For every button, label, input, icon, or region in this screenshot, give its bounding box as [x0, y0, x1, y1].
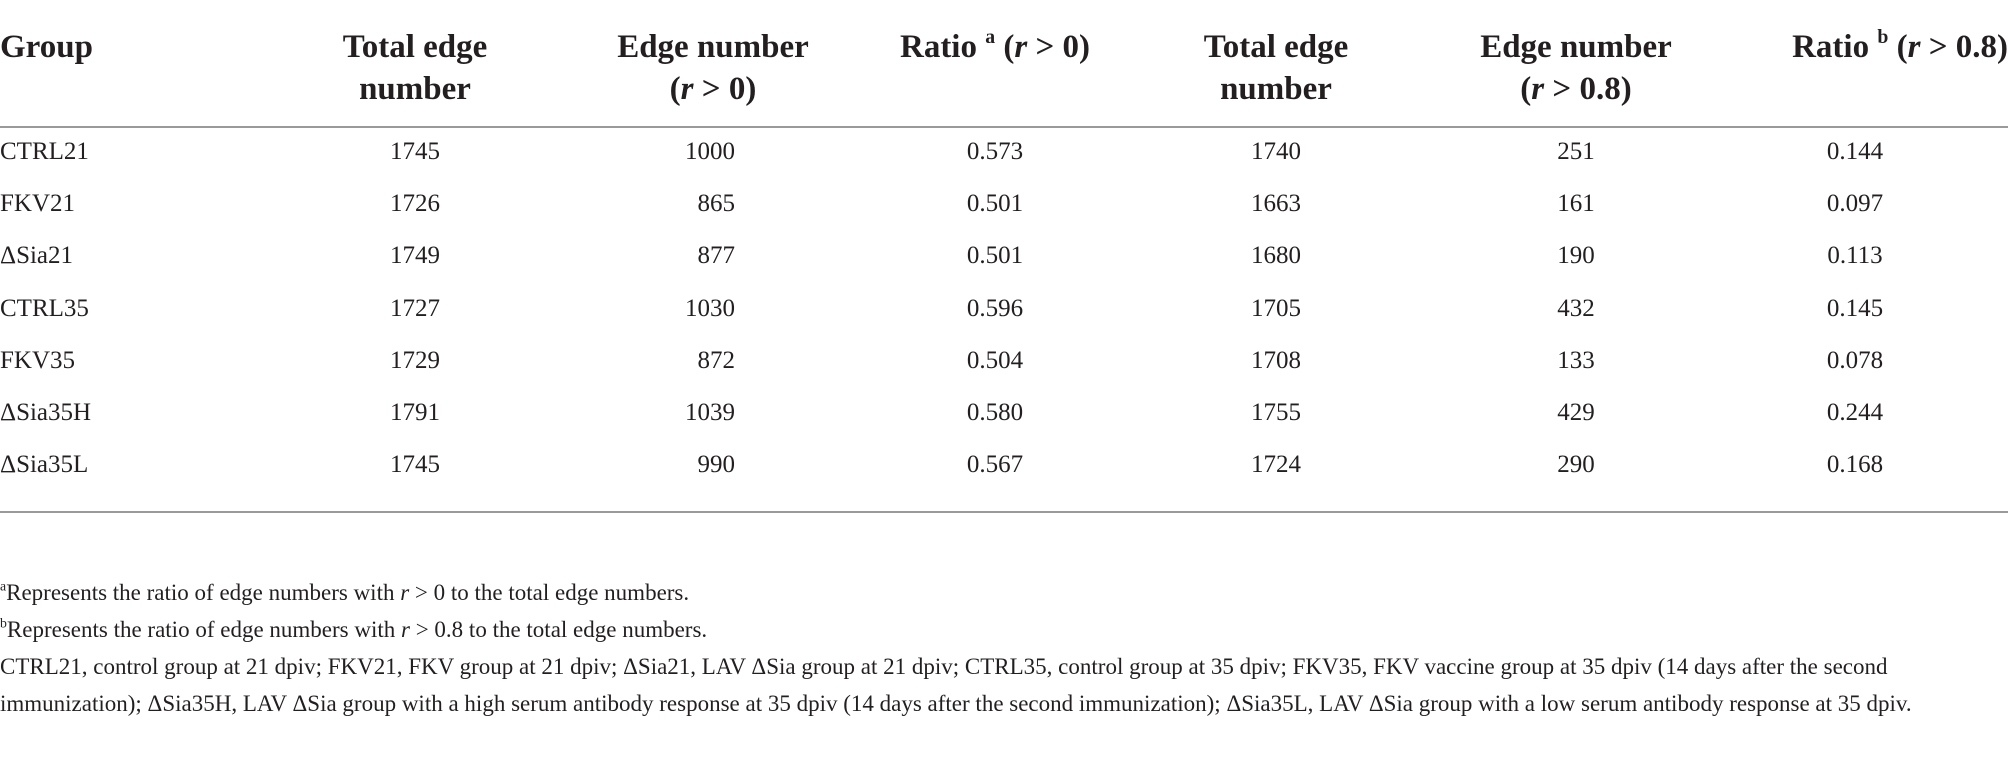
cell-value: 0.580 — [966, 399, 1024, 426]
header-text: > 0) — [693, 71, 757, 107]
header-text: number — [359, 71, 471, 107]
cell-value: 0.504 — [966, 346, 1024, 374]
cell-value: 1727 — [390, 294, 440, 322]
header-text: r — [1531, 71, 1545, 107]
header-text: number — [1220, 71, 1332, 107]
cell-value: 0.078 — [1826, 346, 1884, 374]
cell-value: 190 — [1557, 242, 1595, 270]
cell-value: 0.145 — [1826, 294, 1884, 322]
footnote: CTRL21, control group at 21 dpiv; FKV21,… — [0, 648, 2000, 722]
cell-value: 1745 — [390, 138, 440, 165]
cell-value: 1724 — [1251, 451, 1301, 479]
cell-value: 0.501 — [966, 190, 1024, 218]
cell-value: 161 — [1557, 190, 1595, 218]
cell-value: 865 — [697, 190, 736, 218]
cell-value: 1729 — [390, 346, 440, 374]
cell-value: 0.168 — [1826, 451, 1884, 479]
cell-value: 1740 — [1251, 138, 1301, 165]
cell-value: 1705 — [1251, 294, 1301, 322]
header-sup: b — [1877, 26, 1889, 49]
footnote-text: Represents the ratio of edge numbers wit… — [6, 617, 401, 642]
header-rule — [0, 126, 2008, 128]
cell-value: 0.097 — [1826, 190, 1884, 218]
cell-value: 0.244 — [1826, 399, 1884, 426]
footnote-text: Represents the ratio of edge numbers wit… — [6, 580, 401, 605]
header-text: Ratio — [1792, 29, 1878, 65]
header-text: r — [680, 71, 694, 107]
header-text: Total edge — [342, 29, 488, 65]
header-cell: Ratio b (r > 0.8) — [1680, 26, 2008, 68]
cell-value: 0.596 — [966, 294, 1024, 322]
header-cell: Total edge number — [1116, 26, 1436, 110]
footnote-text: > 0.8 to the total edge numbers. — [409, 617, 708, 642]
header-cell: Group — [0, 26, 200, 68]
cell-value: 0.567 — [966, 451, 1024, 479]
header-cell: Total edge number — [255, 26, 575, 110]
header-text: r — [1014, 29, 1028, 65]
cell-value: 1726 — [390, 190, 440, 218]
footnote-text: r — [400, 580, 410, 605]
cell-value: 1030 — [685, 294, 735, 322]
row-label: CTRL35 — [0, 294, 89, 322]
cell-value: 1000 — [685, 138, 735, 165]
header-text: > 0.8) — [1544, 71, 1632, 107]
cell-value: 1039 — [685, 399, 735, 426]
cell-value: 432 — [1557, 294, 1595, 322]
cell-value: 872 — [697, 346, 736, 374]
footnote-text: r — [401, 617, 410, 642]
bottom-rule — [0, 511, 2008, 513]
header-text: Total edge — [1203, 29, 1349, 65]
cell-value: 1680 — [1251, 242, 1301, 270]
cell-value: 1755 — [1251, 399, 1301, 426]
header-text: ( — [1888, 29, 1908, 65]
header-cell: Edge number (r > 0.8) — [1416, 26, 1736, 110]
row-label: FKV35 — [0, 346, 76, 374]
cell-value: 877 — [697, 242, 736, 270]
row-label: ΔSia35L — [0, 451, 89, 479]
footnote: aRepresents the ratio of edge numbers wi… — [0, 574, 2000, 611]
footnote: bRepresents the ratio of edge numbers wi… — [0, 611, 2000, 648]
cell-value: 1745 — [390, 451, 440, 479]
cell-value: 0.144 — [1826, 138, 1884, 165]
row-label: ΔSia21 — [0, 242, 74, 270]
cell-value: 133 — [1557, 346, 1595, 374]
cell-value: 429 — [1557, 399, 1595, 426]
header-text: > 0) — [1027, 29, 1091, 65]
cell-value: 251 — [1557, 138, 1595, 165]
cell-value: 290 — [1557, 451, 1595, 479]
footnote-mark: a — [0, 578, 7, 594]
footnote-text: > 0 to the total edge numbers. — [409, 580, 690, 605]
header-text: r — [1907, 29, 1921, 65]
header-sup: a — [985, 26, 996, 49]
cell-value: 0.501 — [966, 242, 1024, 270]
header-cell: Edge number (r > 0) — [553, 26, 873, 110]
header-text: Group — [0, 29, 93, 65]
row-label: ΔSia35H — [0, 399, 92, 426]
header-text: Ratio — [899, 29, 986, 65]
cell-value: 1663 — [1251, 190, 1301, 218]
header-text: Edge number — [617, 29, 809, 65]
cell-value: 1749 — [390, 242, 440, 270]
cell-value: 0.113 — [1827, 242, 1883, 270]
footnote-text: CTRL21, control group at 21 dpiv; FKV21,… — [0, 654, 1912, 716]
header-text: ( — [669, 71, 681, 107]
row-label: CTRL21 — [0, 138, 89, 165]
header-text: > 0.8) — [1920, 29, 2008, 65]
cell-value: 990 — [697, 451, 736, 479]
row-label: FKV21 — [0, 190, 76, 218]
cell-value: 1791 — [390, 399, 440, 426]
header-text: ( — [1520, 71, 1532, 107]
header-text: ( — [995, 29, 1015, 65]
header-cell: Ratio a (r > 0) — [835, 26, 1155, 68]
footnote-mark: b — [0, 615, 7, 631]
cell-value: 1708 — [1251, 346, 1301, 374]
header-text: Edge number — [1480, 29, 1672, 65]
cell-value: 0.573 — [966, 138, 1024, 165]
